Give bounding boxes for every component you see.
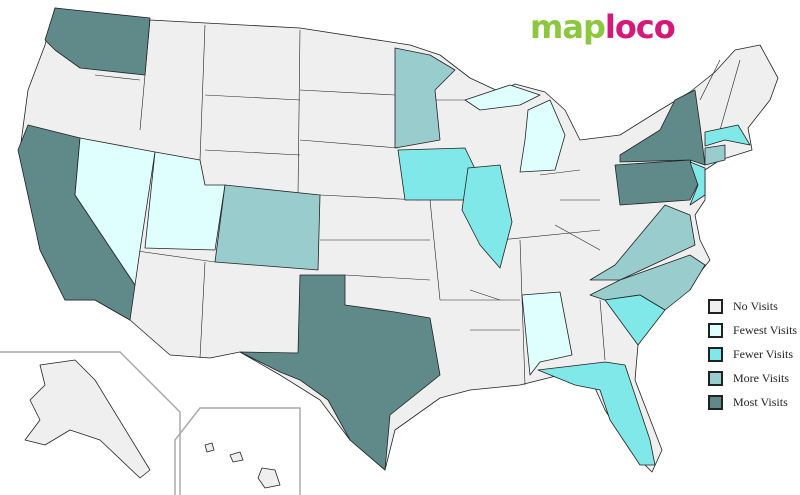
legend-swatch xyxy=(708,322,723,338)
state-co xyxy=(214,184,321,271)
state-mi xyxy=(519,99,566,173)
state-pa xyxy=(614,159,701,206)
state-border xyxy=(499,229,601,241)
legend-swatch xyxy=(708,346,723,362)
maploco-logo: maploco xyxy=(530,8,676,46)
legend-item-fewest: Fewest Visits xyxy=(708,318,797,342)
state-border xyxy=(204,149,301,156)
state-border xyxy=(539,169,581,176)
state-border xyxy=(199,24,206,161)
state-border xyxy=(319,194,421,201)
state-ak xyxy=(24,359,151,479)
state-border xyxy=(699,59,721,101)
state-va xyxy=(589,204,696,281)
state-fl xyxy=(537,361,656,466)
state-sc xyxy=(604,294,666,346)
state-tx xyxy=(239,274,441,471)
state-border xyxy=(299,139,399,149)
state-wa xyxy=(44,7,151,76)
state-mi xyxy=(464,84,541,111)
legend-label: More Visits xyxy=(733,370,790,385)
state-border xyxy=(429,199,441,301)
logo-part-map: map xyxy=(530,8,606,46)
state-ny xyxy=(619,89,706,166)
legend-label: Fewer Visits xyxy=(733,346,794,361)
legend-swatch xyxy=(708,394,723,410)
legend-item-more: More Visits xyxy=(708,366,797,390)
legend-label: Fewest Visits xyxy=(733,322,798,337)
state-border xyxy=(554,224,601,251)
state-nj xyxy=(689,161,706,206)
alaska-inset-border xyxy=(0,351,181,495)
legend-item-most: Most Visits xyxy=(708,390,797,414)
state-border xyxy=(719,59,741,131)
state-hi-1 xyxy=(204,442,215,453)
state-ma xyxy=(704,124,751,147)
state-border xyxy=(204,94,301,101)
state-border xyxy=(94,74,141,81)
logo-part-loco: loco xyxy=(604,8,676,46)
state-ct xyxy=(704,144,726,166)
legend-item-none: No Visits xyxy=(708,294,797,318)
state-border xyxy=(599,299,606,361)
state-hi-2 xyxy=(229,451,244,463)
legend: No Visits Fewest Visits Fewer Visits Mor… xyxy=(708,294,797,414)
hawaii-inset-border xyxy=(174,407,301,495)
state-al xyxy=(521,291,573,376)
legend-item-fewer: Fewer Visits xyxy=(708,342,797,366)
state-border xyxy=(199,261,206,359)
legend-label: No Visits xyxy=(733,298,778,313)
state-border xyxy=(519,239,526,386)
state-il xyxy=(461,164,513,269)
state-nv xyxy=(74,137,156,286)
state-hi-3 xyxy=(257,467,281,489)
state-border xyxy=(299,89,396,96)
state-border xyxy=(344,274,431,281)
legend-swatch xyxy=(708,370,723,386)
state-border xyxy=(129,249,216,263)
state-border xyxy=(469,289,501,301)
legend-swatch xyxy=(708,298,723,314)
state-mn xyxy=(394,47,456,149)
legend-label: Most Visits xyxy=(733,394,788,409)
state-border xyxy=(297,29,301,196)
